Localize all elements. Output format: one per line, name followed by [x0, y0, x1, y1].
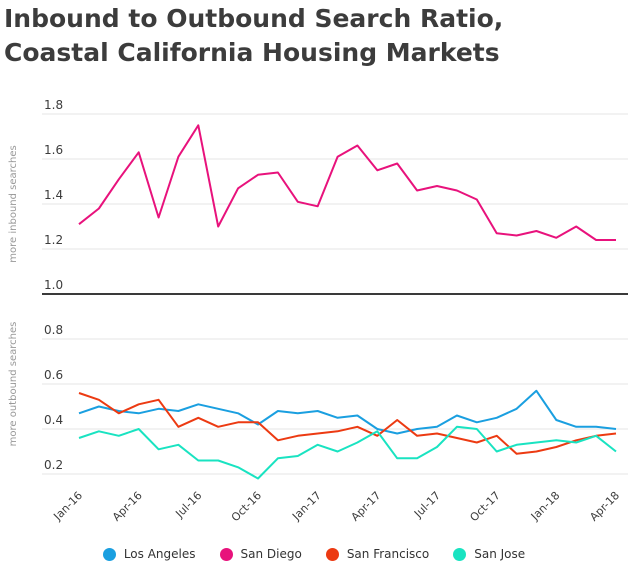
y-tick-labels: 1.8 1.6 1.4 1.2 1.0 0.8 0.6 0.4 0.2 — [44, 98, 63, 472]
y-tick-label: 1.2 — [44, 233, 63, 247]
y-tick-label: 1.4 — [44, 188, 63, 202]
series-line-san-jose — [78, 425, 617, 480]
chart-title-line-2: Coastal California Housing Markets — [4, 38, 500, 67]
series-line-san-francisco — [78, 392, 617, 455]
y-tick-label: 0.2 — [44, 458, 63, 472]
y-tick-label: 1.8 — [44, 98, 63, 112]
x-tick-label: Jan-17 — [289, 489, 324, 524]
x-tick-labels: Jan-16 Apr-16 Jul-16 Oct-16 Jan-17 Apr-17 Jul-… — [51, 489, 623, 524]
x-tick-label: Jan-16 — [51, 489, 86, 524]
x-tick-label: Jul-16 — [172, 489, 204, 521]
grid-lines — [42, 113, 628, 475]
x-tick-label: Apr-17 — [349, 489, 384, 524]
x-tick-label: Jan-18 — [528, 489, 563, 524]
legend-swatch-san-francisco — [325, 547, 339, 561]
chart-title-line-1: Inbound to Outbound Search Ratio, — [4, 4, 504, 33]
x-tick-label: Apr-18 — [587, 489, 622, 524]
series-lines — [78, 124, 617, 480]
x-tick-label: Jul-17 — [411, 489, 443, 521]
y-tick-label: 0.8 — [44, 323, 63, 337]
y-tick-label: 1.0 — [44, 278, 63, 292]
y-tick-label: 1.6 — [44, 143, 63, 157]
legend-item-san-jose[interactable]: San Jose — [453, 547, 525, 561]
legend-swatch-san-jose — [453, 547, 467, 561]
y-axis-label-upper: more inbound searches — [8, 145, 19, 262]
y-axis-label-lower: more outbound searches — [8, 322, 19, 447]
y-tick-label: 0.6 — [44, 368, 63, 382]
series-line-san-diego — [78, 124, 616, 241]
series-line-los-angeles — [78, 389, 617, 435]
legend-label-los-angeles: Los Angeles — [123, 547, 196, 561]
legend: Los Angeles San Diego San Francisco San … — [0, 547, 628, 561]
legend-item-los-angeles[interactable]: Los Angeles — [102, 547, 196, 561]
y-tick-label: 0.4 — [44, 413, 63, 427]
chart-title: Inbound to Outbound Search Ratio, Coasta… — [4, 2, 624, 70]
legend-item-san-francisco[interactable]: San Francisco — [325, 547, 430, 561]
x-tick-label: Apr-16 — [110, 489, 145, 524]
legend-label-san-francisco: San Francisco — [346, 547, 430, 561]
legend-label-san-jose: San Jose — [474, 547, 526, 561]
legend-swatch-los-angeles — [102, 547, 116, 561]
x-tick-label: Oct-17 — [467, 489, 502, 524]
legend-swatch-san-diego — [219, 547, 233, 561]
legend-item-san-diego[interactable]: San Diego — [219, 547, 302, 561]
legend-label-san-diego: San Diego — [240, 547, 302, 561]
x-tick-label: Oct-16 — [229, 489, 264, 524]
